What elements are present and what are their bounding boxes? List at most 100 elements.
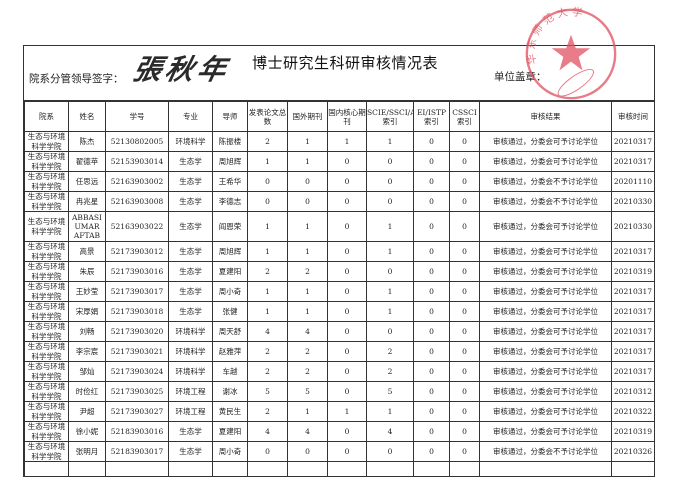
cell-ei: 0 — [413, 151, 450, 172]
table-row: 生态与环境科学学院 邹灿 52173903024 环境科学 车越 2 2 0 2 0 0 审核通过，分… — [24, 361, 655, 382]
cell-id: 52173903020 — [105, 321, 169, 342]
empty-cell — [168, 461, 213, 477]
table-row: 生态与环境科学学院 高景 52173903012 生态学 周旭辉 1 1 0 1 0 0 审核通过，分… — [24, 241, 655, 262]
cell-date: 20210322 — [611, 401, 655, 422]
cell-dept: 生态与环境科学学院 — [24, 341, 69, 362]
cell-scie: 0 — [366, 261, 414, 282]
cell-core: 0 — [327, 261, 367, 282]
cell-id: 52173903024 — [105, 361, 169, 382]
cell-scie: 1 — [366, 241, 414, 262]
cell-total: 4 — [247, 421, 288, 442]
cell-foreign: 1 — [287, 241, 328, 262]
cell-id: 52163903008 — [105, 191, 169, 212]
cell-major: 环境工程 — [168, 401, 213, 422]
cell-major: 生态学 — [168, 171, 213, 192]
empty-cell — [611, 461, 655, 477]
cell-core: 0 — [327, 151, 367, 172]
table-row: 生态与环境科学学院 宋厚娟 52173903018 生态学 张健 1 1 0 1 0 0 审核通过，分… — [24, 301, 655, 322]
cell-date: 20210317 — [611, 361, 655, 382]
cell-result: 审核通过，分委会可予讨论学位 — [479, 381, 612, 402]
cell-foreign: 2 — [287, 341, 328, 362]
cell-result: 审核通过，分委会可予讨论学位 — [479, 261, 612, 282]
cell-date: 20210330 — [611, 191, 655, 212]
cell-total: 5 — [247, 381, 288, 402]
cell-major: 生态学 — [168, 191, 213, 212]
review-sheet: 博士研究生科研审核情况表 院系分管领导签字： 張秋年 单位盖章： 院系 姓名 学号专… — [23, 45, 655, 477]
cell-name: 陈杰 — [68, 131, 106, 152]
cell-scie: 2 — [366, 361, 414, 382]
cell-id: 52130802005 — [105, 131, 169, 152]
cell-cssci: 0 — [449, 241, 480, 262]
cell-scie: 1 — [366, 281, 414, 302]
cell-major: 生态学 — [168, 421, 213, 442]
cell-id: 52163903002 — [105, 171, 169, 192]
cell-result: 审核通过，分委会可予讨论学位 — [479, 341, 612, 362]
cell-result: 审核通过，分委会可予讨论学位 — [479, 211, 612, 242]
cell-advisor: 李德志 — [212, 191, 248, 212]
cell-cssci: 0 — [449, 151, 480, 172]
table-row: 生态与环境科学学院 陈杰 52130802005 环境科学 陈振楼 2 1 1 1 0 0 审核通过，… — [24, 131, 655, 152]
cell-foreign: 1 — [287, 401, 328, 422]
cell-name: 刘畅 — [68, 321, 106, 342]
table-row: 生态与环境科学学院 翟德苹 52153903014 生态学 周旭辉 1 1 0 0 0 0 审核通过，… — [24, 151, 655, 172]
cell-date: 20210319 — [611, 261, 655, 282]
cell-ei: 0 — [413, 211, 450, 242]
cell-ei: 0 — [413, 441, 450, 462]
cell-id: 52173903027 — [105, 401, 169, 422]
cell-name: 尹超 — [68, 401, 106, 422]
cell-foreign: 0 — [287, 441, 328, 462]
cell-cssci: 0 — [449, 301, 480, 322]
cell-advisor: 周旭辉 — [212, 241, 248, 262]
cell-ei: 0 — [413, 241, 450, 262]
cell-dept: 生态与环境科学学院 — [24, 421, 69, 442]
table-row: 生态与环境科学学院 张明月 52183903017 生态学 周小奇 0 0 0 0 0 0 审核通过，… — [24, 441, 655, 462]
cell-id: 52163903022 — [105, 211, 169, 242]
cell-date: 20210317 — [611, 341, 655, 362]
cell-id: 52173903018 — [105, 301, 169, 322]
cell-id: 52173903017 — [105, 281, 169, 302]
cell-foreign: 4 — [287, 321, 328, 342]
cell-advisor: 周小奇 — [212, 441, 248, 462]
column-header: 姓名 — [68, 101, 106, 132]
cell-foreign: 4 — [287, 421, 328, 442]
empty-row — [24, 461, 655, 477]
cell-name: 任思远 — [68, 171, 106, 192]
cell-core: 0 — [327, 321, 367, 342]
cell-major: 环境科学 — [168, 321, 213, 342]
cell-dept: 生态与环境科学学院 — [24, 401, 69, 422]
cell-cssci: 0 — [449, 131, 480, 152]
cell-date: 20210319 — [611, 421, 655, 442]
cell-result: 审核通过，分委会可予讨论学位 — [479, 301, 612, 322]
page-title: 博士研究生科研审核情况表 — [252, 54, 439, 72]
cell-cssci: 0 — [449, 281, 480, 302]
cell-foreign: 1 — [287, 211, 328, 242]
table-row: 生态与环境科学学院 刘畅 52173903020 环境科学 周天舒 4 4 0 0 0 0 审核通过，… — [24, 321, 655, 342]
cell-name: 王妙莹 — [68, 281, 106, 302]
cell-core: 0 — [327, 441, 367, 462]
column-header: 学号 — [105, 101, 169, 132]
column-header: 国外期刊 — [287, 101, 328, 132]
empty-cell — [212, 461, 248, 477]
cell-dept: 生态与环境科学学院 — [24, 131, 69, 152]
cell-core: 0 — [327, 171, 367, 192]
cell-major: 生态学 — [168, 211, 213, 242]
cell-major: 环境工程 — [168, 381, 213, 402]
empty-cell — [24, 461, 69, 477]
cell-dept: 生态与环境科学学院 — [24, 361, 69, 382]
empty-cell — [105, 461, 169, 477]
cell-core: 0 — [327, 301, 367, 322]
handwritten-signature: 張秋年 — [130, 53, 234, 86]
cell-result: 审核通过，分委会不予讨论学位 — [479, 171, 612, 192]
cell-ei: 0 — [413, 171, 450, 192]
cell-id: 52183903016 — [105, 421, 169, 442]
cell-scie: 2 — [366, 341, 414, 362]
empty-cell — [366, 461, 414, 477]
column-header: 审核结果 — [479, 101, 612, 132]
cell-scie: 1 — [366, 131, 414, 152]
cell-core: 0 — [327, 341, 367, 362]
title-block: 博士研究生科研审核情况表 院系分管领导签字： 張秋年 单位盖章： — [24, 46, 654, 101]
cell-cssci: 0 — [449, 381, 480, 402]
cell-date: 20210326 — [611, 441, 655, 462]
cell-total: 1 — [247, 241, 288, 262]
cell-ei: 0 — [413, 301, 450, 322]
